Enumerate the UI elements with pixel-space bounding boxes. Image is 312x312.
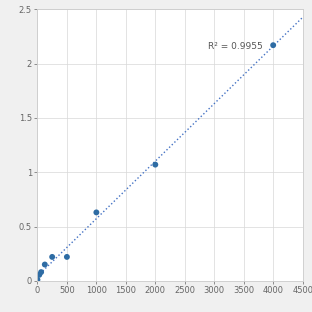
Point — [94, 210, 99, 215]
Point — [50, 254, 55, 259]
Point — [35, 277, 40, 282]
Point — [39, 270, 44, 275]
Point — [64, 254, 69, 259]
Point — [271, 43, 276, 48]
Point — [42, 262, 47, 267]
Text: R² = 0.9955: R² = 0.9955 — [208, 42, 263, 51]
Point — [153, 162, 158, 167]
Point — [37, 272, 42, 277]
